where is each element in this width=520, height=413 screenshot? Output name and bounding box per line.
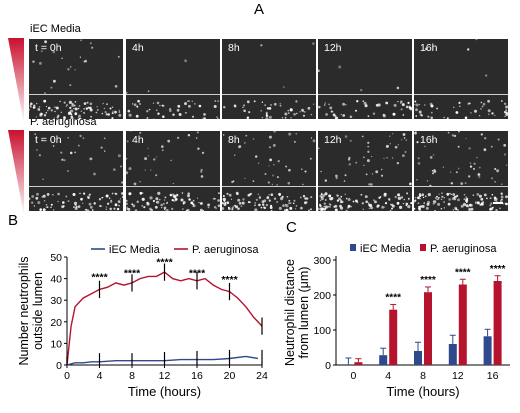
micrograph-media-2: 8h — [222, 39, 316, 119]
significance-label: **** — [91, 272, 108, 284]
x-tick-label: 0 — [64, 370, 70, 382]
x-tick-label: 12 — [159, 370, 171, 382]
significance-label: **** — [385, 292, 401, 303]
row-label-pa: P. aeruginosa — [30, 116, 97, 128]
x-tick-label: 20 — [224, 370, 236, 382]
lumen-boundary-line — [29, 94, 123, 95]
time-label: 4h — [132, 42, 144, 54]
significance-label: **** — [189, 267, 206, 279]
bar — [483, 336, 492, 365]
series-line — [66, 355, 259, 366]
legend-label: P. aeruginosa — [192, 244, 259, 256]
lumen-boundary-line — [29, 186, 123, 187]
micrograph-media-1: 4h — [126, 39, 220, 119]
significance-label: **** — [156, 256, 173, 268]
x-tick-label: 8 — [420, 370, 426, 382]
x-tick-label: 4 — [385, 370, 391, 382]
bar — [448, 344, 457, 365]
chart-b: 0 10 20 30 40 50 0 4 8 12 16 20 24 Time (hours) Number… — [17, 244, 268, 399]
lumen-boundary-line — [318, 94, 412, 95]
y-axis-label: Neutrophil distancefrom lumen (μm) — [283, 259, 311, 366]
bar — [389, 309, 398, 365]
significance-label: **** — [455, 267, 471, 278]
micrograph-pa-1: 4h — [126, 131, 220, 211]
y-tick-label: 0 — [325, 360, 331, 372]
y-tick-label: 40 — [50, 274, 62, 286]
y-tick-label: 20 — [50, 317, 62, 329]
x-tick-label: 24 — [256, 370, 268, 382]
x-axis-label: Time (hours) — [128, 384, 201, 399]
time-label: 8h — [228, 134, 240, 146]
legend-swatch — [350, 244, 356, 251]
series-line — [66, 271, 263, 366]
micrograph-media-3: 12h — [318, 39, 412, 119]
legend-swatch — [420, 244, 426, 251]
lumen-boundary-line — [414, 94, 508, 95]
lumen-boundary-line — [126, 94, 220, 95]
panel-a-letter: A — [254, 1, 265, 18]
y-axis-label: Number neutrophilsoutside lumen — [17, 256, 45, 365]
time-label: 8h — [228, 42, 240, 54]
gradient-wedge-media — [8, 38, 24, 124]
legend-label: P. aeruginosa — [430, 243, 497, 255]
significance-label: **** — [490, 264, 506, 275]
time-label: 4h — [132, 134, 144, 146]
legend-label: iEC Media — [109, 244, 161, 256]
row-label-media: iEC Media — [30, 23, 81, 35]
micrograph-pa-0: t = 0h — [29, 131, 123, 211]
time-label: t = 0h — [35, 134, 62, 146]
y-tick-label: 100 — [313, 325, 331, 337]
bar — [379, 355, 388, 365]
x-axis-label: Time (hours) — [386, 384, 459, 399]
gradient-wedge-pa — [8, 130, 24, 216]
time-label: 16h — [420, 134, 438, 146]
panel-c-letter: C — [286, 219, 297, 236]
lumen-boundary-line — [414, 186, 508, 187]
y-tick-label: 300 — [313, 255, 331, 267]
time-label: 16h — [420, 42, 438, 54]
bar — [493, 281, 502, 365]
y-tick-label: 0 — [56, 360, 62, 372]
micrograph-media-0: t = 0h — [29, 39, 123, 119]
time-label: 12h — [324, 134, 342, 146]
bar — [414, 351, 422, 365]
scale-bar — [493, 202, 503, 204]
x-tick-label: 4 — [97, 370, 103, 382]
micrograph-media-4: 16h — [414, 39, 508, 119]
x-tick-label: 16 — [191, 370, 203, 382]
lumen-boundary-line — [318, 186, 412, 187]
lumen-boundary-line — [222, 186, 316, 187]
x-tick-label: 0 — [350, 370, 356, 382]
time-label: 12h — [324, 42, 342, 54]
micrograph-pa-2: 8h — [222, 131, 316, 211]
x-tick-label: 16 — [487, 370, 499, 382]
micrograph-pa-4: 16h — [414, 131, 508, 211]
lumen-boundary-line — [222, 94, 316, 95]
time-label: t = 0h — [35, 42, 62, 54]
bar — [424, 292, 432, 365]
y-tick-label: 50 — [50, 252, 62, 264]
significance-label: **** — [420, 275, 436, 286]
panel-b-letter: B — [8, 212, 19, 229]
x-tick-label: 8 — [129, 370, 135, 382]
y-tick-label: 10 — [50, 338, 62, 350]
significance-label: **** — [221, 274, 238, 286]
chart-c: 0 100 200 300 0 4 8 12 16 Time (hours) Neutrophil … — [283, 243, 510, 399]
y-tick-label: 30 — [50, 295, 62, 307]
legend-label: iEC Media — [360, 243, 412, 255]
bar — [458, 284, 467, 365]
y-tick-label: 200 — [313, 290, 331, 302]
x-tick-label: 12 — [452, 370, 464, 382]
significance-label: **** — [124, 267, 141, 279]
bar — [354, 362, 363, 365]
micrograph-pa-3: 12h — [318, 131, 412, 211]
lumen-boundary-line — [126, 186, 220, 187]
